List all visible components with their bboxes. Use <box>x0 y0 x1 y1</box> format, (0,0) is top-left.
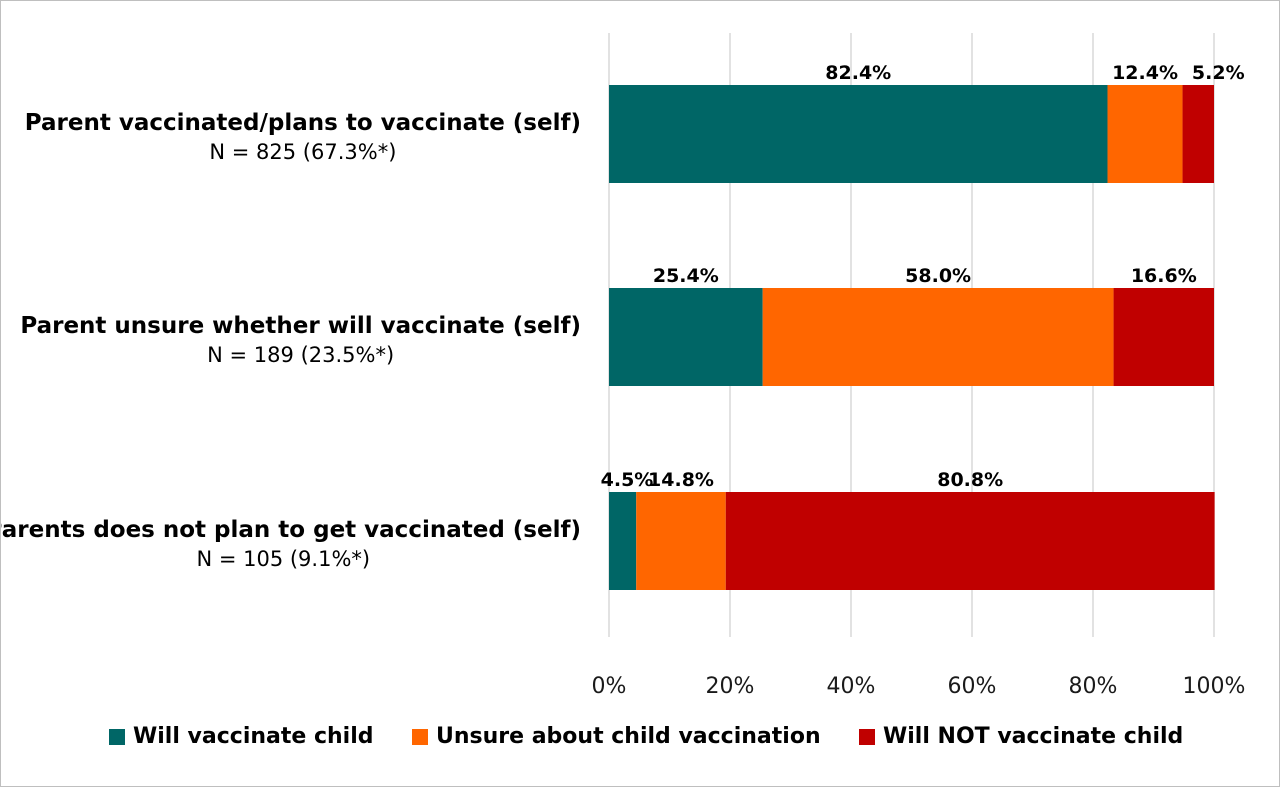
category-sublabel-2: N = 105 (9.1%*) <box>196 547 370 571</box>
x-tick-label-20: 20% <box>706 674 755 699</box>
bar-segment-2-0 <box>609 492 637 590</box>
category-label-0: Parent vaccinated/plans to vaccinate (se… <box>25 110 581 136</box>
category-label-2: Parents does not plan to get vaccinated … <box>1 517 581 543</box>
data-label-0-1: 12.4% <box>1112 62 1178 84</box>
legend-label-1: Unsure about child vaccination <box>436 724 821 749</box>
data-label-1-0: 25.4% <box>653 265 719 287</box>
x-tick-label-60: 60% <box>948 674 997 699</box>
data-label-1-1: 58.0% <box>905 265 971 287</box>
bars <box>609 85 1215 590</box>
category-labels: Parent vaccinated/plans to vaccinate (se… <box>1 110 581 571</box>
category-sublabel-1: N = 189 (23.5%*) <box>207 343 394 367</box>
legend-label-2: Will NOT vaccinate child <box>883 724 1183 749</box>
data-label-1-2: 16.6% <box>1131 265 1197 287</box>
data-label-2-1: 14.8% <box>648 469 714 491</box>
legend-label-0: Will vaccinate child <box>133 724 374 749</box>
legend-swatch-1 <box>412 729 428 745</box>
legend-swatch-2 <box>859 729 875 745</box>
category-label-1: Parent unsure whether will vaccinate (se… <box>20 313 581 339</box>
bar-segment-2-2 <box>725 492 1215 590</box>
x-tick-label-40: 40% <box>827 674 876 699</box>
x-axis-ticks: 0% 20% 40% 60% 80% 100% <box>592 674 1246 699</box>
data-labels: 82.4% 12.4% 5.2% 25.4% 58.0% 16.6% 4.5%14.8% 80… <box>601 62 1245 491</box>
bar-segment-1-1 <box>762 288 1114 386</box>
legend-swatch-0 <box>109 729 125 745</box>
bar-segment-2-1 <box>636 492 726 590</box>
bar-segment-0-1 <box>1107 85 1183 183</box>
x-tick-label-0: 0% <box>592 674 627 699</box>
category-sublabel-0: N = 825 (67.3%*) <box>209 140 396 164</box>
data-label-0-2: 5.2% <box>1192 62 1245 84</box>
data-label-2-0: 4.5% <box>601 469 654 491</box>
bar-segment-0-2 <box>1182 85 1214 183</box>
data-label-0-0: 82.4% <box>825 62 891 84</box>
x-tick-label-80: 80% <box>1069 674 1118 699</box>
bar-segment-1-0 <box>609 288 763 386</box>
bar-segment-0-0 <box>609 85 1108 183</box>
bar-segment-1-2 <box>1113 288 1214 386</box>
x-tick-label-100: 100% <box>1183 674 1246 699</box>
legend: Will vaccinate child Unsure about child v… <box>109 724 1183 749</box>
data-label-2-2: 80.8% <box>937 469 1003 491</box>
